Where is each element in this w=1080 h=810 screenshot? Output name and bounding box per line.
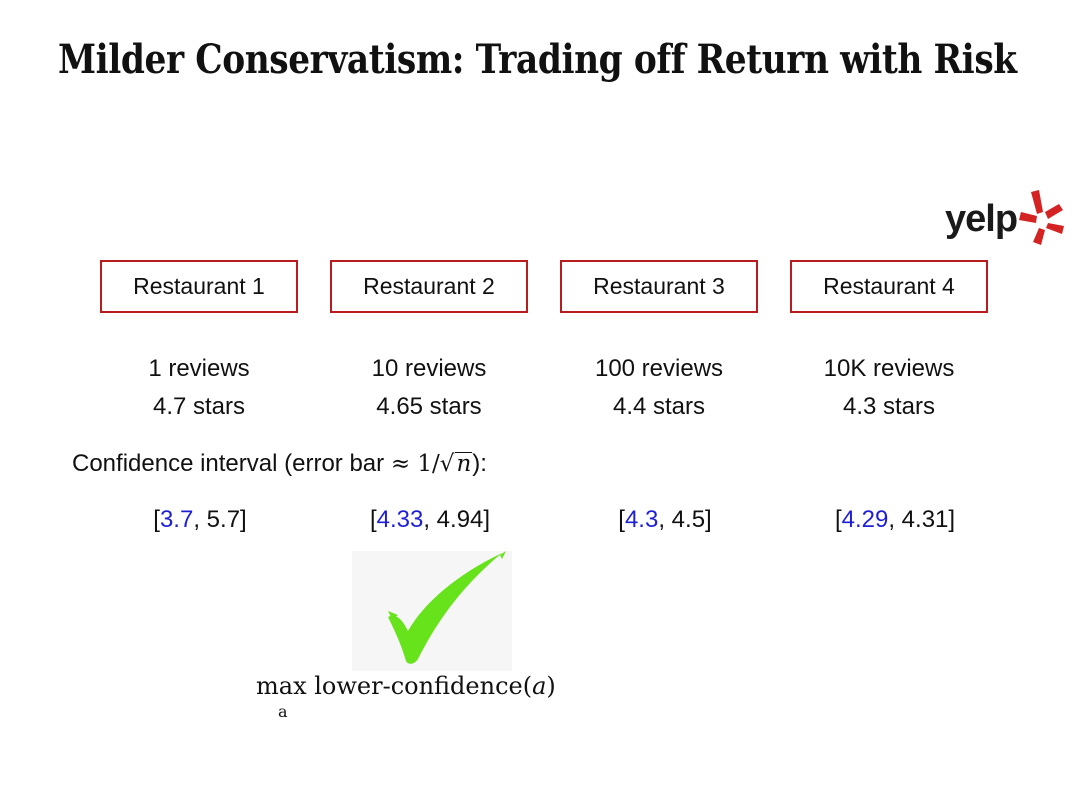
restaurant-2-interval: [4.33, 4.94]: [369, 506, 491, 533]
upper-bound: 4.31: [901, 506, 949, 533]
restaurant-1-box: Restaurant 1: [100, 260, 298, 313]
restaurant-1-interval: [3.7, 5.7]: [153, 506, 247, 533]
lower-bound: 3.7: [159, 506, 194, 533]
ci-formula: ≈ 1/√n: [390, 451, 473, 477]
review-count: 1 reviews: [148, 355, 250, 382]
max-operator: max a: [256, 672, 307, 721]
numerator: 1: [417, 451, 433, 477]
restaurant-1-stats: 1 reviews 4.7 stars: [89, 350, 309, 426]
sqrt-radicand: n: [455, 451, 473, 477]
star-rating: 4.3 stars: [842, 393, 936, 420]
restaurant-2-stats: 10 reviews 4.65 stars: [319, 350, 539, 426]
restaurant-3-box: Restaurant 3: [560, 260, 758, 313]
objective-formula: max a lower-confidence(a): [256, 672, 556, 721]
slide-title: Milder Conservatism: Trading off Return …: [58, 36, 1017, 83]
lower-bound: 4.3: [624, 506, 659, 533]
upper-bound: 4.94: [436, 506, 484, 533]
slash: /: [432, 451, 440, 477]
yelp-logo: yelp: [945, 190, 1075, 245]
star-rating: 4.4 stars: [612, 393, 706, 420]
max-subscript: a: [278, 702, 288, 721]
approx-symbol: ≈: [390, 451, 411, 477]
star-rating: 4.65 stars: [376, 393, 482, 420]
restaurant-4-box: Restaurant 4: [790, 260, 988, 313]
yelp-burst-icon: [1019, 190, 1064, 245]
yelp-wordmark: yelp: [945, 198, 1018, 240]
restaurant-4-stats: 10K reviews 4.3 stars: [779, 350, 999, 426]
upper-bound: 5.7: [206, 506, 241, 533]
ci-label-close: ):: [472, 450, 487, 477]
checkmark-icon: [352, 551, 512, 671]
review-count: 100 reviews: [594, 355, 724, 382]
lower-bound: 4.29: [841, 506, 889, 533]
star-rating: 4.7 stars: [152, 393, 246, 420]
restaurant-4-interval: [4.29, 4.31]: [834, 506, 956, 533]
upper-bound: 4.5: [671, 506, 706, 533]
restaurant-3-interval: [4.3, 4.5]: [618, 506, 712, 533]
restaurant-2-box: Restaurant 2: [330, 260, 528, 313]
restaurant-3-stats: 100 reviews 4.4 stars: [549, 350, 769, 426]
confidence-interval-label: Confidence interval (error bar ≈ 1/√n):: [72, 450, 487, 478]
objective-expression: lower-confidence(a): [314, 672, 556, 700]
sqrt-sign: √: [439, 451, 455, 477]
review-count: 10 reviews: [371, 355, 487, 382]
ci-label-text: Confidence interval (error bar: [72, 450, 385, 477]
lower-bound: 4.33: [376, 506, 424, 533]
review-count: 10K reviews: [823, 355, 955, 382]
